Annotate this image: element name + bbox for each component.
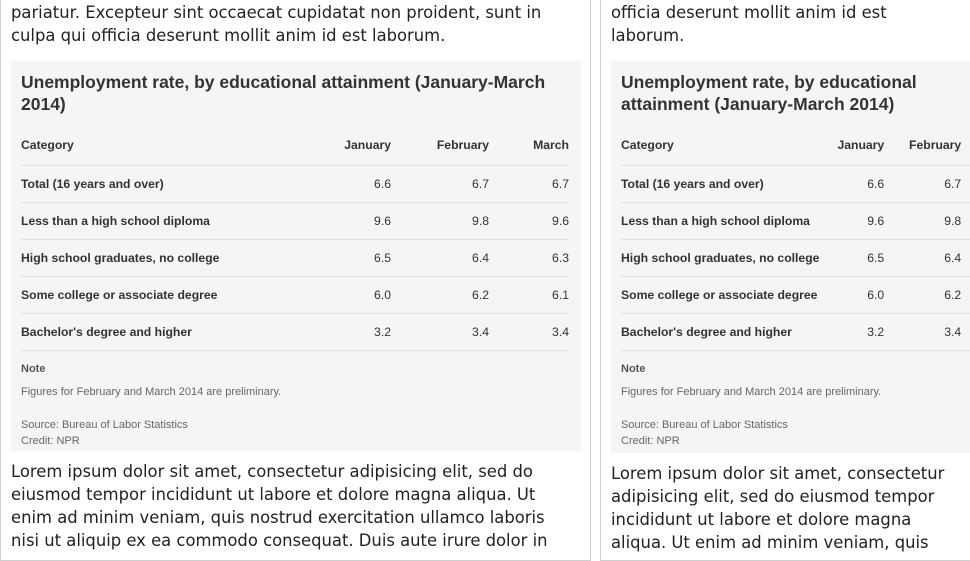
data-table-card: Unemployment rate, by educational attain… [611,60,970,453]
desktop-layout-frame: pariatur. Excepteur sint occaecat cupida… [0,0,591,561]
table-header-row: Category January February March [21,126,569,166]
cell-january: 3.2 [819,313,885,351]
header-january: January [819,126,885,166]
title-line: attainment (January-March 2014) [621,93,895,114]
header-january: January [311,126,391,166]
body-paragraph: Lorem ipsum dolor sit amet, consectetur … [611,462,970,555]
note-label: Note [621,362,646,375]
cell-february: 6.7 [884,165,962,203]
table-title: Unemployment rate, by educational attain… [21,71,571,115]
row-category: Some college or associate degree [21,276,311,314]
row-category: Bachelor's degree and higher [21,313,311,351]
title-line: 2014) [21,93,66,114]
table-row: Total (16 years and over) 6.6 6.7 6.7 [621,165,970,203]
unemployment-table: Category January February March Total (1… [621,126,970,351]
cell-march: 6.1 [961,276,970,314]
cell-february: 9.8 [884,202,962,240]
row-category: Total (16 years and over) [621,165,820,203]
note-label: Note [21,362,46,375]
cell-february: 6.2 [391,276,489,314]
cell-march: 3.4 [961,313,970,351]
unemployment-table: Category January February March Total (1… [21,126,569,351]
row-category: High school graduates, no college [21,239,311,277]
text-line: culpa qui officia deserunt mollit anim i… [11,26,446,46]
cell-march: 6.3 [489,239,569,277]
table-title: Unemployment rate, by educational attain… [621,71,970,115]
cell-march: 6.7 [961,165,970,203]
cell-february: 3.4 [391,313,489,351]
cell-march: 3.4 [489,313,569,351]
cell-february: 6.7 [391,165,489,203]
note-text: Figures for February and March 2014 are … [21,385,282,398]
table-row: Bachelor's degree and higher 3.2 3.4 3.4 [621,313,970,351]
note-text: Figures for February and March 2014 are … [621,385,882,398]
source-line: Source: Bureau of Labor Statistics [621,418,788,431]
cell-february: 9.8 [391,202,489,240]
cell-january: 6.0 [311,276,391,314]
header-february: February [884,126,962,166]
intro-paragraph: officia deserunt mollit anim id est labo… [611,1,970,48]
cell-february: 6.4 [391,239,489,277]
header-category: Category [621,126,820,166]
text-line: eiusmod tempor incididunt ut labore et d… [11,484,536,504]
text-line: nisi ut aliquip ex ea commodo consequat.… [11,531,548,551]
cell-january: 3.2 [311,313,391,351]
table-row: High school graduates, no college 6.5 6.… [21,239,569,277]
cell-january: 9.6 [311,202,391,240]
row-category: Bachelor's degree and higher [621,313,820,351]
table-row: Less than a high school diploma 9.6 9.8 … [21,202,569,240]
credit-line: Credit: NPR [21,434,80,447]
text-line: laborum. [611,26,685,46]
data-table-card: Unemployment rate, by educational attain… [11,60,581,451]
body-paragraph: Lorem ipsum dolor sit amet, consectetur … [11,460,581,553]
text-line: pariatur. Excepteur sint occaecat cupida… [11,3,542,22]
header-february: February [391,126,489,166]
table-header-row: Category January February March [621,126,970,166]
row-category: Less than a high school diploma [621,202,820,240]
table-row: Total (16 years and over) 6.6 6.7 6.7 [21,165,569,203]
cell-february: 6.2 [884,276,962,314]
cell-january: 6.6 [311,165,391,203]
text-line: incididunt ut labore et dolore magna [611,510,912,530]
header-march: March [961,126,970,166]
cell-march: 6.7 [489,165,569,203]
cell-march: 6.1 [489,276,569,314]
text-line: officia deserunt mollit anim id est [611,3,887,22]
cell-march: 9.6 [489,202,569,240]
cell-february: 3.4 [884,313,962,351]
cell-january: 6.0 [819,276,885,314]
table-row: Less than a high school diploma 9.6 9.8 … [621,202,970,240]
cell-march: 6.3 [961,239,970,277]
cell-january: 6.5 [819,239,885,277]
table-row: High school graduates, no college 6.5 6.… [621,239,970,277]
intro-paragraph: pariatur. Excepteur sint occaecat cupida… [11,1,581,48]
cell-february: 6.4 [884,239,962,277]
row-category: Total (16 years and over) [21,165,311,203]
source-line: Source: Bureau of Labor Statistics [21,418,188,431]
text-line: aliqua. Ut enim ad minim veniam, quis [611,533,929,553]
row-category: Some college or associate degree [621,276,820,314]
header-march: March [489,126,569,166]
text-line: adipisicing elit, sed do eiusmod tempor [611,486,935,506]
table-row: Some college or associate degree 6.0 6.2… [21,276,569,314]
row-category: High school graduates, no college [621,239,820,277]
cell-march: 9.6 [961,202,970,240]
cell-january: 6.5 [311,239,391,277]
cell-january: 6.6 [819,165,885,203]
table-row: Some college or associate degree 6.0 6.2… [621,276,970,314]
row-category: Less than a high school diploma [21,202,311,240]
header-category: Category [21,126,311,166]
text-line: Lorem ipsum dolor sit amet, consectetur … [11,461,533,481]
title-line: Unemployment rate, by educational [621,71,917,92]
credit-line: Credit: NPR [621,434,680,447]
text-line: enim ad minim veniam, quis nostrud exerc… [11,508,545,528]
title-line: Unemployment rate, by educational attain… [21,71,546,92]
table-row: Bachelor's degree and higher 3.2 3.4 3.4 [21,313,569,351]
narrow-layout-frame: officia deserunt mollit anim id est labo… [600,0,970,561]
cell-january: 9.6 [819,202,885,240]
text-line: Lorem ipsum dolor sit amet, consectetur [611,463,945,483]
